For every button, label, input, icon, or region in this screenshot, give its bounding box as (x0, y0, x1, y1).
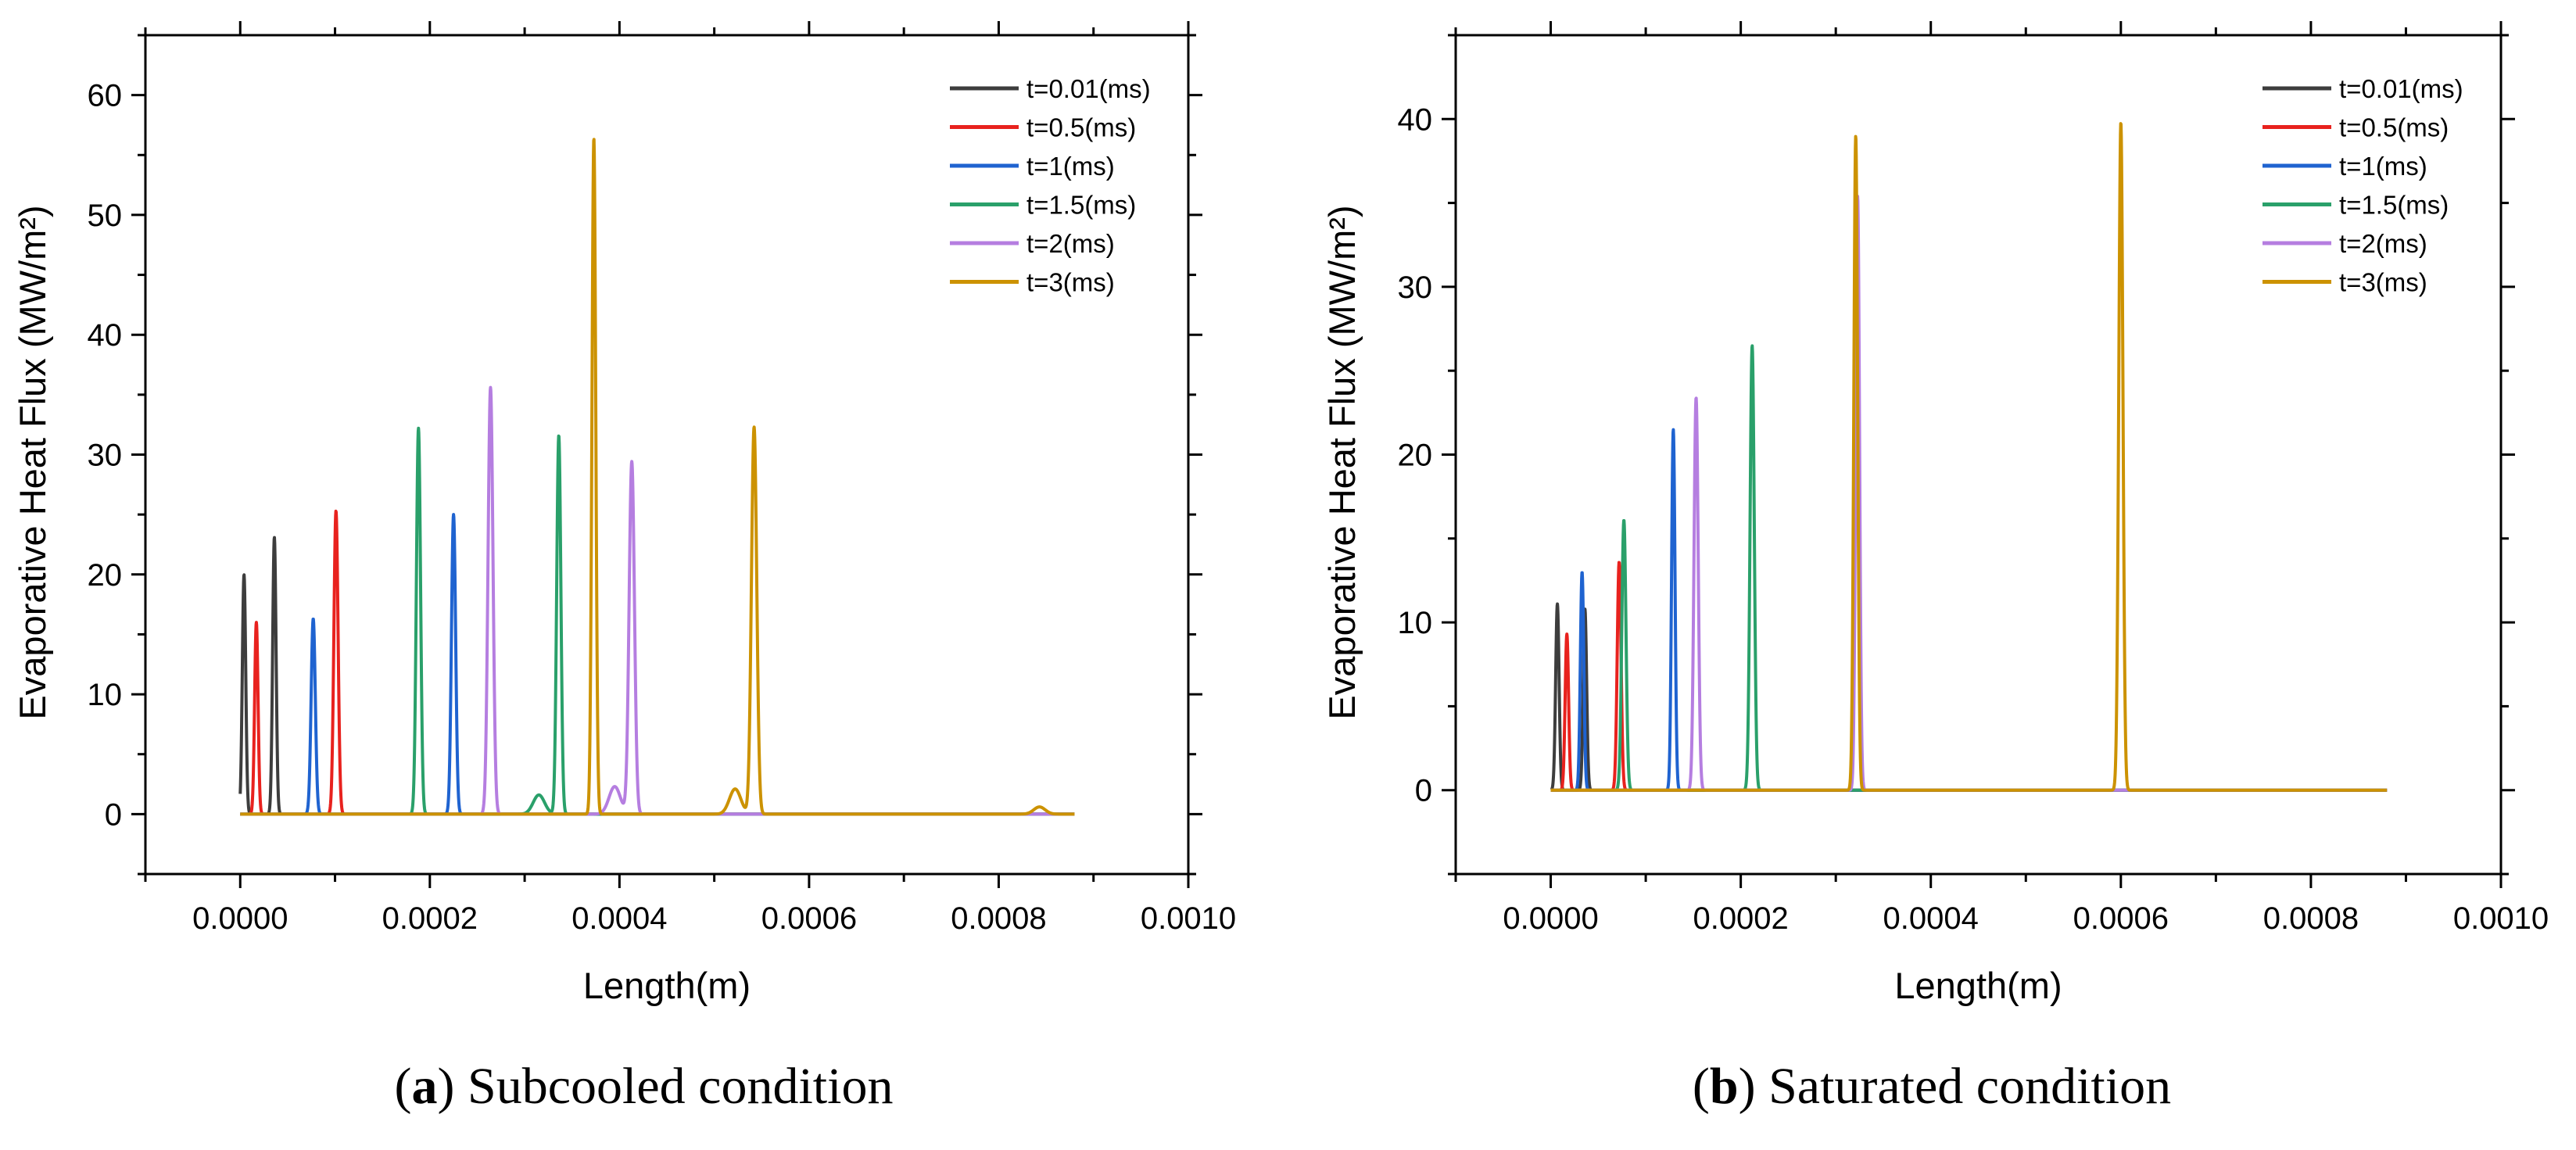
series-line-t=1(ms) (238, 513, 1077, 816)
legend-label: t=0.5(ms) (2339, 113, 2449, 142)
x-tick-label: 0.0004 (571, 901, 667, 936)
x-tick-label: 0.0006 (761, 901, 857, 936)
x-tick-label: 0.0010 (1141, 901, 1236, 936)
y-tick-label: 20 (88, 558, 123, 593)
x-tick-label: 0.0006 (2073, 901, 2169, 936)
x-tick-label: 0.0002 (1693, 901, 1788, 936)
caption-a-text: Subcooled condition (468, 1058, 894, 1115)
caption-b-text: Saturated condition (1768, 1058, 2172, 1115)
y-axis-title: Evaporative Heat Flux (MW/m²) (1321, 205, 1363, 719)
x-tick-label: 0.0000 (1503, 901, 1598, 936)
x-axis-title: Length(m) (583, 965, 751, 1006)
chart-b: 0.0000 0.0002 0.0004 0.0006 0.0008 0.0010 0 10 2… (1321, 21, 2549, 1006)
series-line-t=3(ms) (1549, 122, 2388, 792)
series-line-t=0.01(ms) (238, 536, 1077, 816)
legend-label: t=0.01(ms) (2339, 74, 2463, 103)
legend-label: t=3(ms) (1026, 268, 1115, 297)
y-tick-label: 0 (105, 797, 122, 832)
y-tick-label: 10 (88, 678, 123, 712)
y-tick-label: 30 (88, 439, 123, 473)
series-line-t=3(ms) (238, 138, 1077, 816)
caption-a-letter: a (411, 1058, 438, 1115)
x-tick-label: 0.0008 (951, 901, 1046, 936)
x-tick-label: 0.0010 (2453, 901, 2549, 936)
x-tick-label: 0.0008 (2263, 901, 2359, 936)
caption-b-letter: b (1709, 1058, 1739, 1115)
y-tick-label: 0 (1415, 774, 1432, 808)
y-tick-label: 40 (88, 318, 123, 353)
x-tick-label: 0.0002 (382, 901, 478, 936)
y-tick-label: 10 (1398, 606, 1433, 640)
x-tick-label: 0.0004 (1883, 901, 1979, 936)
y-tick-label: 60 (88, 79, 123, 113)
y-tick-label: 20 (1398, 439, 1433, 473)
legend-label: t=0.01(ms) (1026, 74, 1151, 103)
legend-label: t=1.5(ms) (2339, 191, 2449, 220)
panel-a: 0.0000 0.0002 0.0004 0.0006 0.0008 0.0010 0 10 2… (12, 21, 1236, 1115)
y-axis-title: Evaporative Heat Flux (MW/m²) (12, 205, 53, 719)
legend-label: t=2(ms) (2339, 229, 2427, 258)
legend-label: t=1(ms) (1026, 152, 1115, 181)
series-line-t=0.5(ms) (238, 509, 1077, 816)
series-line-t=1(ms) (1549, 428, 2388, 792)
legend-label: t=3(ms) (2339, 268, 2427, 297)
y-tick-label: 40 (1398, 102, 1433, 137)
legend-label: t=2(ms) (1026, 229, 1115, 258)
x-axis-title: Length(m) (1894, 965, 2062, 1006)
caption-b: (b) Saturated condition (1692, 1058, 2172, 1115)
x-tick-label: 0.0000 (192, 901, 288, 936)
y-tick-label: 50 (88, 199, 123, 233)
legend-label: t=0.5(ms) (1026, 113, 1136, 142)
caption-a: (a) Subcooled condition (394, 1058, 894, 1115)
y-tick-label: 30 (1398, 270, 1433, 305)
series-line-t=2(ms) (238, 385, 1077, 816)
legend-label: t=1.5(ms) (1026, 191, 1136, 220)
series-line-t=1.5(ms) (238, 426, 1077, 816)
panel-b: 0.0000 0.0002 0.0004 0.0006 0.0008 0.0010 0 10 2… (1288, 0, 2576, 1150)
chart-a: 0.0000 0.0002 0.0004 0.0006 0.0008 0.0010 0 10 2… (12, 21, 1236, 1006)
legend-label: t=1(ms) (2339, 152, 2427, 181)
